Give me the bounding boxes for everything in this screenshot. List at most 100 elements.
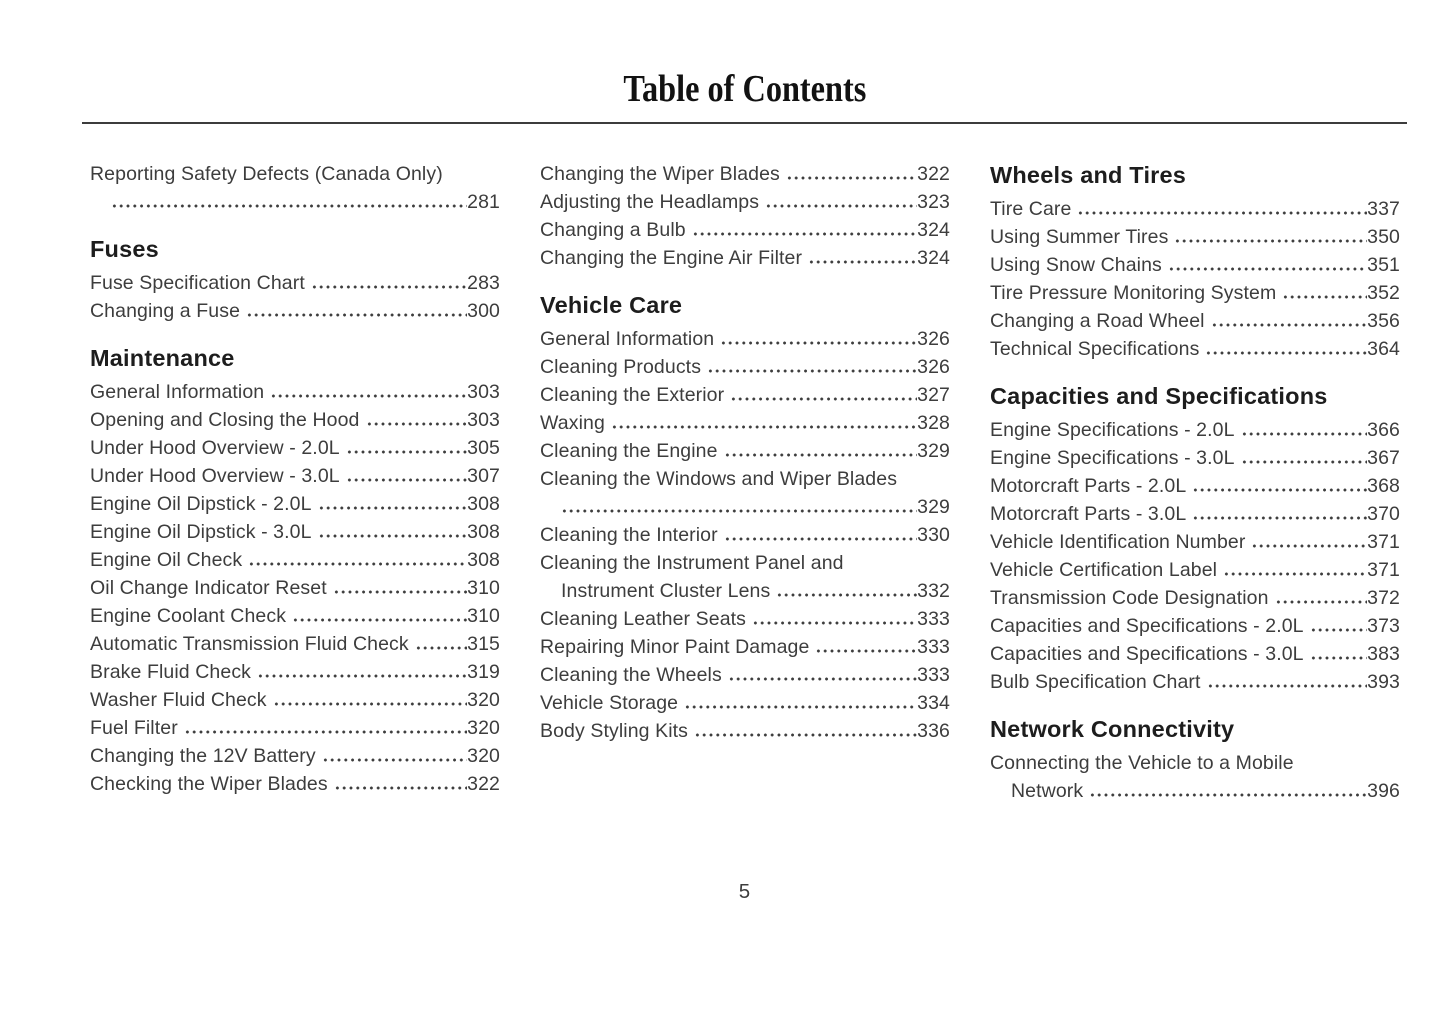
leader-dots bbox=[246, 300, 468, 317]
toc-entry-page: 300 bbox=[467, 300, 500, 322]
toc-entry-label: Cleaning the Engine bbox=[540, 440, 718, 462]
toc-entry-leader-line: Motorcraft Parts - 2.0L 368 bbox=[990, 472, 1400, 500]
toc-entry-label: Cleaning the Wheels bbox=[540, 664, 722, 686]
toc-entry-page: 396 bbox=[1367, 780, 1400, 802]
toc-entry-label: Changing a Fuse bbox=[90, 300, 241, 322]
toc-entry-label: Automatic Transmission Fluid Check bbox=[90, 633, 409, 655]
toc-entry-page: 322 bbox=[467, 773, 500, 795]
toc-entry: General Information 303 bbox=[90, 378, 500, 406]
toc-entry-leader-line: Repairing Minor Paint Damage 333 bbox=[540, 633, 950, 661]
toc-entry-leader-line: Fuel Filter 320 bbox=[90, 714, 500, 742]
leader-dots bbox=[332, 577, 468, 594]
leader-dots bbox=[776, 580, 918, 597]
toc-entry: Changing the 12V Battery 320 bbox=[90, 742, 500, 770]
toc-entry-page: 320 bbox=[467, 689, 500, 711]
leader-dots bbox=[752, 608, 918, 625]
toc-entry-page: 352 bbox=[1367, 282, 1400, 304]
toc-entry: Cleaning the Instrument Panel and Instrum… bbox=[540, 549, 950, 605]
leader-dots bbox=[707, 356, 918, 373]
toc-entry-page: 332 bbox=[917, 580, 950, 602]
toc-entry-label: Engine Specifications - 3.0L bbox=[990, 447, 1235, 469]
toc-entry-leader-line: Oil Change Indicator Reset 310 bbox=[90, 574, 500, 602]
toc-entry-leader-line: Cleaning the Wheels 333 bbox=[540, 661, 950, 689]
leader-dots bbox=[1210, 310, 1368, 327]
toc-entry-label-line: Cleaning the Windows and Wiper Blades bbox=[540, 468, 898, 490]
toc-entry-label: Technical Specifications bbox=[990, 338, 1200, 360]
toc-entry-leader-line: Engine Oil Check 308 bbox=[90, 546, 500, 574]
section-heading: Network Connectivity bbox=[990, 716, 1235, 742]
section-heading: Maintenance bbox=[90, 345, 235, 371]
toc-entry: Technical Specifications 364 bbox=[990, 335, 1400, 363]
toc-entry: Engine Oil Check 308 bbox=[90, 546, 500, 574]
toc-entry-page: 366 bbox=[1367, 419, 1400, 441]
toc-entry: Body Styling Kits 336 bbox=[540, 717, 950, 745]
toc-entry-leader-line: Engine Oil Dipstick - 2.0L 308 bbox=[90, 490, 500, 518]
toc-entry-leader-line: Changing the Wiper Blades 322 bbox=[540, 160, 950, 188]
leader-dots bbox=[1192, 503, 1368, 520]
toc-entry-leader-line: Checking the Wiper Blades 322 bbox=[90, 770, 500, 798]
toc-entry-page: 326 bbox=[917, 356, 950, 378]
leader-dots bbox=[720, 328, 918, 345]
toc-entry-page: 308 bbox=[467, 493, 500, 515]
toc-entry-label: Capacities and Specifications - 3.0L bbox=[990, 643, 1304, 665]
toc-entry-label: Transmission Code Designation bbox=[990, 587, 1269, 609]
toc-entry-label-line: Connecting the Vehicle to a Mobile bbox=[990, 752, 1294, 774]
toc-entry-page: 327 bbox=[917, 384, 950, 406]
toc-entry-label-line: Cleaning the Instrument Panel and bbox=[540, 552, 844, 574]
toc-entry-leader-line: Changing a Road Wheel 356 bbox=[990, 307, 1400, 335]
toc-entry-page: 324 bbox=[917, 247, 950, 269]
toc-entry-page: 281 bbox=[467, 191, 500, 213]
toc-entry: Fuel Filter 320 bbox=[90, 714, 500, 742]
toc-entry-label: Engine Specifications - 2.0L bbox=[990, 419, 1235, 441]
toc-entry-leader-line: Engine Specifications - 3.0L 367 bbox=[990, 444, 1400, 472]
leader-dots bbox=[111, 191, 468, 208]
toc-entry: Cleaning Leather Seats 333 bbox=[540, 605, 950, 633]
toc-entry-label: Using Summer Tires bbox=[990, 226, 1169, 248]
toc-entry-page: 320 bbox=[467, 745, 500, 767]
leader-dots bbox=[561, 496, 918, 513]
toc-entry: Repairing Minor Paint Damage 333 bbox=[540, 633, 950, 661]
leader-dots bbox=[1192, 475, 1368, 492]
leader-dots bbox=[257, 661, 468, 678]
toc-entry-label: Waxing bbox=[540, 412, 605, 434]
toc-entry: Cleaning the Exterior 327 bbox=[540, 381, 950, 409]
toc-entry-leader-line: Engine Specifications - 2.0L 366 bbox=[990, 416, 1400, 444]
toc-entry-leader-line: Capacities and Specifications - 2.0L 373 bbox=[990, 612, 1400, 640]
toc-entry-label-line: Reporting Safety Defects (Canada Only) bbox=[90, 163, 443, 185]
toc-entry-leader-line: Cleaning the Interior 330 bbox=[540, 521, 950, 549]
leader-dots bbox=[723, 440, 918, 457]
toc-entry-label: Changing the Wiper Blades bbox=[540, 163, 780, 185]
leader-dots bbox=[1205, 338, 1368, 355]
toc-entry: General Information 326 bbox=[540, 325, 950, 353]
toc-entry-page: 322 bbox=[917, 163, 950, 185]
toc-entry: Transmission Code Designation 372 bbox=[990, 584, 1400, 612]
leader-dots bbox=[1206, 671, 1368, 688]
toc-entry-page: 334 bbox=[917, 692, 950, 714]
toc-entry: Vehicle Certification Label 371 bbox=[990, 556, 1400, 584]
leader-dots bbox=[765, 191, 918, 208]
toc-entry-label: Checking the Wiper Blades bbox=[90, 773, 328, 795]
toc-entry-page: 303 bbox=[467, 409, 500, 431]
toc-entry-label: Engine Oil Check bbox=[90, 549, 243, 571]
section-heading: Wheels and Tires bbox=[990, 162, 1187, 188]
toc-entry-page: 364 bbox=[1367, 338, 1400, 360]
leader-dots bbox=[1167, 254, 1368, 271]
toc-entry: Engine Specifications - 3.0L 367 bbox=[990, 444, 1400, 472]
toc-entry-page: 328 bbox=[917, 412, 950, 434]
toc-entry-label: Changing a Bulb bbox=[540, 219, 686, 241]
toc-entry-leader-line: Network 396 bbox=[990, 777, 1400, 805]
toc-entry-leader-line: Capacities and Specifications - 3.0L 383 bbox=[990, 640, 1400, 668]
toc-entry-page: 337 bbox=[1367, 198, 1400, 220]
toc-entry-leader-line: Changing a Fuse 300 bbox=[90, 297, 500, 325]
toc-entry-page: 367 bbox=[1367, 447, 1400, 469]
toc-entry-leader-line: Body Styling Kits 336 bbox=[540, 717, 950, 745]
leader-dots bbox=[727, 664, 918, 681]
toc-entry-label: Cleaning Leather Seats bbox=[540, 608, 747, 630]
toc-entry-page: 373 bbox=[1367, 615, 1400, 637]
leader-dots bbox=[1309, 643, 1368, 660]
toc-entry: Fuse Specification Chart 283 bbox=[90, 269, 500, 297]
toc-entry-page: 310 bbox=[467, 605, 500, 627]
toc-entry-page: 329 bbox=[917, 496, 950, 518]
leader-dots bbox=[694, 720, 918, 737]
leader-dots bbox=[723, 524, 918, 541]
